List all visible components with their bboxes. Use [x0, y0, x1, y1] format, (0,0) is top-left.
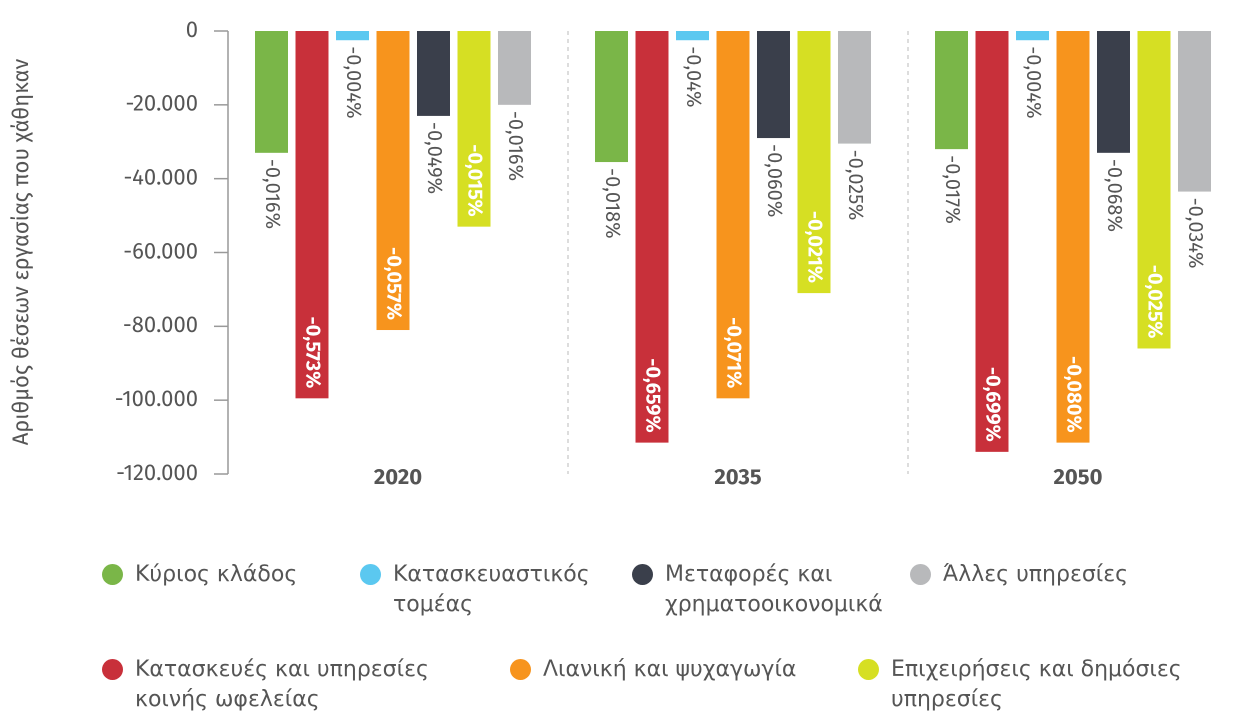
- data-label: -0,699%: [981, 367, 1005, 442]
- data-label: -0,017%: [940, 155, 964, 224]
- x-tick-label: 2020: [374, 463, 422, 490]
- y-tick-label: -120.000: [116, 459, 198, 486]
- legend-item: Κατασκευές και υπηρεσίες κοινής ωφελείας: [102, 655, 462, 715]
- bar: [1178, 31, 1211, 192]
- legend-swatch: [102, 659, 123, 680]
- data-label: -0,049%: [422, 122, 446, 194]
- data-label: -0,04%: [681, 46, 705, 107]
- data-label: -0,021%: [803, 211, 827, 283]
- legend-label: Άλλες υπηρεσίες: [943, 562, 1129, 587]
- bar: [1137, 31, 1171, 349]
- data-label: -0,034%: [1183, 198, 1207, 269]
- data-label: -0,573%: [301, 317, 325, 389]
- legend-swatch: [910, 564, 931, 585]
- legend-swatch: [510, 659, 531, 680]
- bar: [1056, 31, 1090, 443]
- x-tick-label: 2035: [714, 463, 761, 490]
- bar: [498, 31, 531, 105]
- bar: [595, 31, 628, 163]
- data-label: -0,016%: [503, 111, 527, 181]
- legend-swatch: [102, 564, 123, 585]
- data-label: -0,018%: [600, 168, 624, 239]
- legend-item: Επιχειρήσεις και δημόσιες υπηρεσίες: [858, 655, 1228, 715]
- bar: [935, 31, 968, 150]
- y-tick-label: -20.000: [125, 90, 198, 117]
- bar: [1097, 31, 1130, 153]
- legend-swatch: [632, 564, 653, 585]
- data-label: -0,015%: [463, 144, 487, 216]
- data-label: -0,071%: [722, 317, 746, 388]
- y-tick-label: -60.000: [123, 237, 198, 264]
- data-label: -0,025%: [843, 150, 867, 221]
- data-label: -0,659%: [641, 358, 665, 432]
- y-tick-label: -80.000: [123, 311, 198, 338]
- data-label: -0,068%: [1102, 159, 1126, 232]
- y-axis-title: Αριθμός θέσεων εργασίας που χάθηκαν: [7, 58, 34, 445]
- data-label: -0,004%: [341, 46, 365, 118]
- x-tick-label: 2050: [1054, 463, 1103, 490]
- data-label: -0,080%: [1062, 356, 1086, 433]
- data-label: -0,025%: [1143, 265, 1167, 339]
- bar: [716, 31, 750, 399]
- data-label: -0,004%: [1021, 46, 1045, 118]
- data-label: -0,057%: [382, 247, 406, 320]
- bar: [336, 31, 369, 41]
- legend-item: Κατασκευαστικός τομέας: [360, 560, 620, 620]
- y-tick-label: 0: [186, 16, 198, 43]
- bar: [457, 31, 491, 227]
- bar: [838, 31, 871, 144]
- bar: [797, 31, 831, 294]
- legend-item: Άλλες υπηρεσίες: [910, 560, 1200, 590]
- bar: [676, 31, 709, 41]
- legend-item: Μεταφορές και χρηματοοικονομικά: [632, 560, 912, 620]
- bar: [295, 31, 329, 399]
- legend-item: Κύριος κλάδος: [102, 560, 362, 590]
- bar: [975, 31, 1009, 452]
- legend-label: Κύριος κλάδος: [135, 562, 298, 587]
- bar: [635, 31, 669, 443]
- data-label: -0,016%: [260, 159, 284, 229]
- legend-label: Κατασκευαστικός τομέας: [393, 562, 590, 617]
- legend-label: Μεταφορές και χρηματοοικονομικά: [665, 562, 883, 617]
- chart: Αριθμός θέσεων εργασίας που χάθηκαν 0 -20…: [7, 16, 1211, 490]
- bar: [417, 31, 450, 116]
- y-tick-label: -40.000: [124, 163, 198, 190]
- data-label: -0,060%: [762, 144, 786, 217]
- legend-swatch: [360, 564, 381, 585]
- bar: [376, 31, 410, 331]
- legend-label: Κατασκευές και υπηρεσίες κοινής ωφελείας: [135, 657, 429, 712]
- legend-label: Λιανική και ψυχαγωγία: [543, 657, 797, 682]
- legend-label: Επιχειρήσεις και δημόσιες υπηρεσίες: [891, 657, 1182, 712]
- legend-swatch: [858, 659, 879, 680]
- bar: [757, 31, 790, 139]
- legend-item: Λιανική και ψυχαγωγία: [510, 655, 830, 685]
- bar: [1016, 31, 1049, 41]
- y-tick-label: -100.000: [115, 385, 198, 412]
- bar: [255, 31, 288, 153]
